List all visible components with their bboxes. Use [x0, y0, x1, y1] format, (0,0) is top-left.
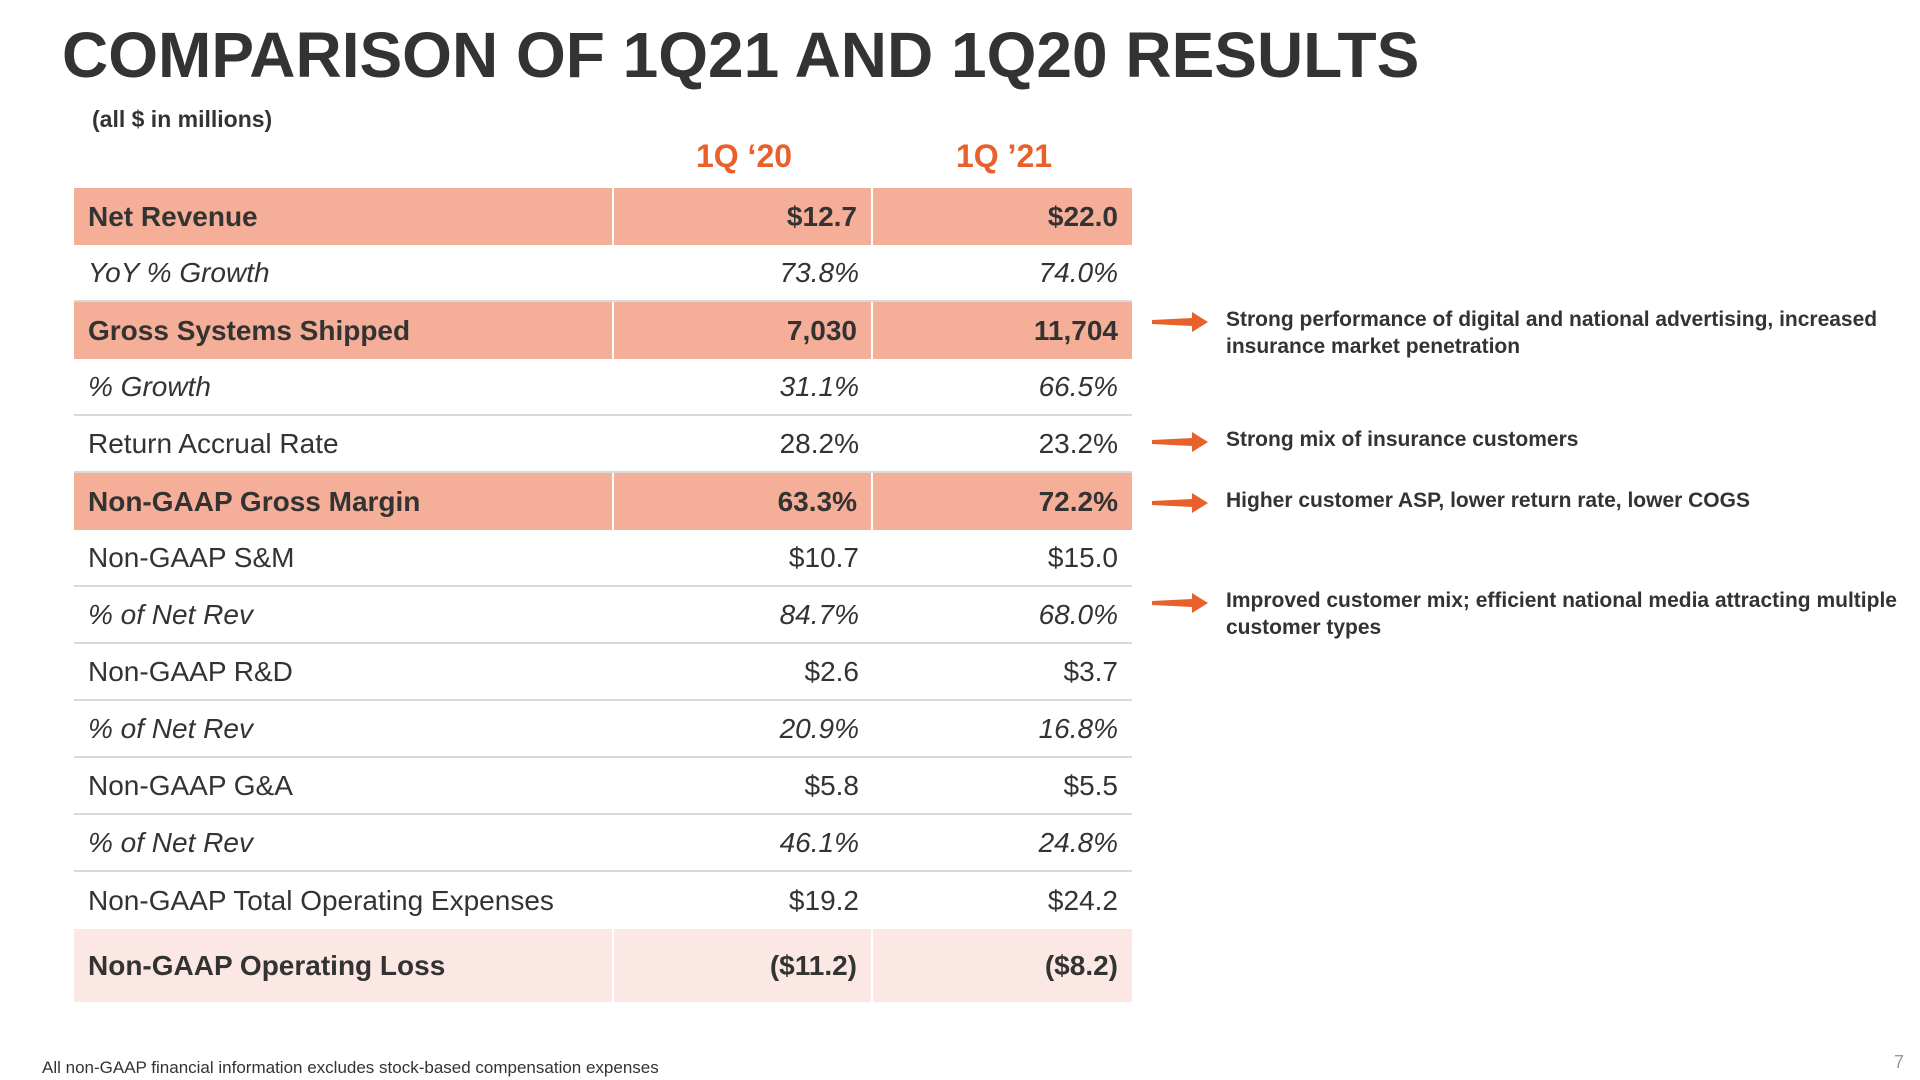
value-1q21: 72.2%	[873, 473, 1132, 530]
table-row: Non-GAAP G&A $5.8 $5.5	[74, 758, 1132, 815]
row-label: % of Net Rev	[88, 712, 253, 744]
table-row: YoY % Growth 73.8% 74.0%	[74, 245, 1132, 302]
column-header-1q20: 1Q ‘20	[695, 138, 793, 174]
value-1q20: $5.8	[804, 769, 860, 801]
page-number: 7	[1893, 1052, 1904, 1072]
value-1q21: $15.0	[1047, 541, 1118, 573]
footnote: All non-GAAP financial information exclu…	[42, 1058, 659, 1077]
column-header-1q21: 1Q ’21	[955, 138, 1053, 174]
table-row: % of Net Rev 46.1% 24.8%	[74, 815, 1132, 872]
table-row: Non-GAAP Gross Margin 63.3% 72.2%	[74, 473, 1132, 530]
value-1q21: 68.0%	[1038, 598, 1118, 630]
row-label: Non-GAAP Gross Margin	[74, 473, 614, 530]
row-label: % of Net Rev	[88, 598, 253, 630]
value-1q20: 31.1%	[779, 370, 859, 402]
row-label: Return Accrual Rate	[88, 427, 339, 459]
table-row: Net Revenue $12.7 $22.0	[74, 188, 1132, 245]
table-row: % Growth 31.1% 66.5%	[74, 359, 1132, 416]
row-label: Non-GAAP G&A	[88, 769, 293, 801]
table-row: % of Net Rev 20.9% 16.8%	[74, 701, 1132, 758]
row-label: % Growth	[88, 370, 211, 402]
arrow-right-icon	[1152, 432, 1208, 452]
value-1q20: $10.7	[788, 541, 859, 573]
value-1q21: 16.8%	[1038, 712, 1118, 744]
table-row: Return Accrual Rate 28.2% 23.2%	[74, 416, 1132, 473]
arrow-right-icon	[1152, 312, 1208, 332]
table-row-operating-loss: Non-GAAP Operating Loss ($11.2) ($8.2)	[74, 929, 1132, 1002]
units-subtitle: (all $ in millions)	[92, 106, 273, 132]
value-1q21: 66.5%	[1038, 370, 1118, 402]
commentary-note: Strong mix of insurance customers	[1152, 426, 1920, 453]
row-label: Gross Systems Shipped	[74, 302, 614, 359]
commentary-note: Strong performance of digital and nation…	[1152, 306, 1920, 360]
commentary-text: Strong performance of digital and nation…	[1226, 308, 1878, 358]
commentary-text: Higher customer ASP, lower return rate, …	[1226, 489, 1750, 512]
results-table: Net Revenue $12.7 $22.0 YoY % Growth 73.…	[74, 188, 1132, 1002]
row-label: Net Revenue	[74, 188, 614, 245]
value-1q21: $5.5	[1063, 769, 1119, 801]
value-1q21: ($8.2)	[873, 929, 1132, 1002]
value-1q21: $24.2	[1047, 884, 1118, 916]
table-row: Non-GAAP S&M $10.7 $15.0	[74, 530, 1132, 587]
arrow-right-icon	[1152, 493, 1208, 513]
value-1q20: 28.2%	[779, 427, 859, 459]
value-1q20: 84.7%	[779, 598, 859, 630]
value-1q21: 74.0%	[1038, 256, 1118, 288]
table-row: % of Net Rev 84.7% 68.0%	[74, 587, 1132, 644]
arrow-right-icon	[1152, 593, 1208, 613]
value-1q20: $2.6	[804, 655, 860, 687]
value-1q21: 24.8%	[1038, 826, 1118, 858]
row-label: YoY % Growth	[88, 256, 270, 288]
table-row: Non-GAAP Total Operating Expenses $19.2 …	[74, 872, 1132, 929]
commentary-note: Higher customer ASP, lower return rate, …	[1152, 487, 1920, 514]
value-1q20: $19.2	[788, 884, 859, 916]
value-1q21: 11,704	[873, 302, 1132, 359]
commentary-text: Improved customer mix; efficient nationa…	[1226, 589, 1897, 639]
value-1q20: 7,030	[614, 302, 873, 359]
page-title: COMPARISON OF 1Q21 AND 1Q20 RESULTS	[62, 19, 1420, 91]
value-1q20: 46.1%	[779, 826, 859, 858]
value-1q21: $22.0	[873, 188, 1132, 245]
value-1q20: 20.9%	[779, 712, 859, 744]
table-row: Gross Systems Shipped 7,030 11,704	[74, 302, 1132, 359]
value-1q21: $3.7	[1063, 655, 1119, 687]
value-1q20: $12.7	[614, 188, 873, 245]
commentary-text: Strong mix of insurance customers	[1226, 428, 1579, 451]
value-1q21: 23.2%	[1038, 427, 1118, 459]
row-label: Non-GAAP Operating Loss	[74, 929, 614, 1002]
commentary-note: Improved customer mix; efficient nationa…	[1152, 587, 1920, 641]
row-label: Non-GAAP Total Operating Expenses	[88, 884, 554, 916]
row-label: Non-GAAP S&M	[88, 541, 295, 573]
row-label: % of Net Rev	[88, 826, 253, 858]
table-row: Non-GAAP R&D $2.6 $3.7	[74, 644, 1132, 701]
value-1q20: 73.8%	[779, 256, 859, 288]
row-label: Non-GAAP R&D	[88, 655, 293, 687]
value-1q20: 63.3%	[614, 473, 873, 530]
value-1q20: ($11.2)	[614, 929, 873, 1002]
